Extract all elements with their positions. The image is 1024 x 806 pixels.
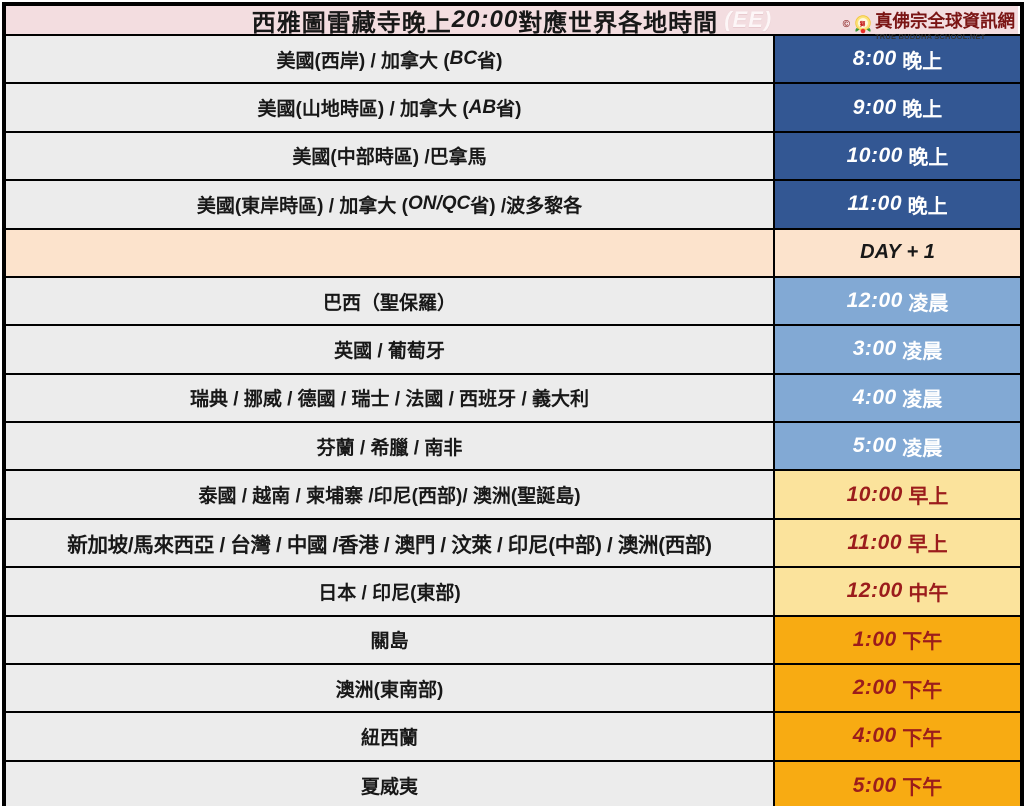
svg-text:獅: 獅 bbox=[859, 20, 867, 28]
